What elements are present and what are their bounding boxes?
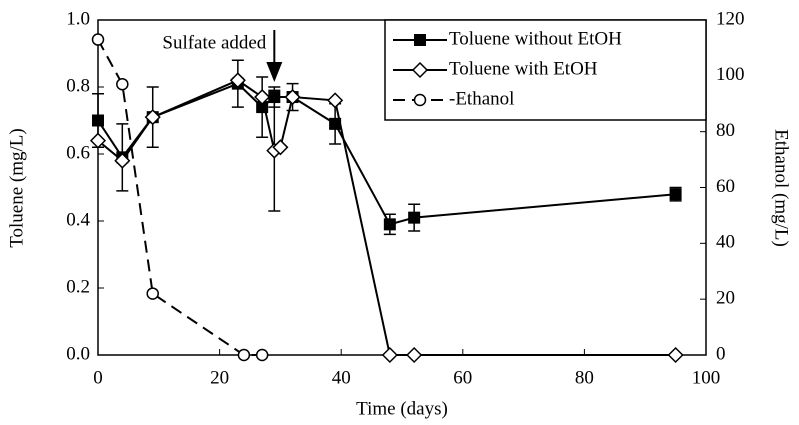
legend-label: Toluene with EtOH <box>449 58 598 79</box>
annotation-arrowhead <box>266 62 283 82</box>
marker-diamond <box>284 88 301 106</box>
x-tick-label: 0 <box>93 367 103 388</box>
x-tick-label: 100 <box>692 367 721 388</box>
marker-diamond <box>254 88 271 106</box>
x-axis-label: Time (days) <box>356 398 448 419</box>
y2-tick-label: 80 <box>716 120 735 141</box>
y2-tick-label: 60 <box>716 176 735 197</box>
y-tick-label: 0.8 <box>66 75 90 96</box>
marker-diamond <box>381 346 398 364</box>
marker-diamond <box>406 346 423 364</box>
marker-diamond <box>229 72 246 89</box>
marker-square <box>329 117 342 130</box>
annotation: Sulfate added <box>162 32 266 53</box>
marker-circle <box>91 33 105 46</box>
marker-diamond <box>272 139 289 156</box>
marker-diamond <box>144 109 161 126</box>
marker-square <box>669 188 682 201</box>
y-tick-label: 0.2 <box>66 276 90 297</box>
marker-diamond <box>411 61 429 79</box>
y-tick-label: 0.0 <box>66 343 90 364</box>
marker-square <box>414 34 426 46</box>
y2-tick-label: 120 <box>716 8 745 29</box>
marker-square <box>92 114 104 127</box>
legend-label: -Ethanol <box>449 88 514 109</box>
marker-diamond <box>114 152 131 169</box>
marker-diamond <box>89 132 107 149</box>
x-tick-label: 40 <box>332 367 351 388</box>
marker-square <box>408 211 421 224</box>
x-tick-label: 80 <box>575 367 594 388</box>
y2-axis-label: Ethanol (mg/L) <box>771 129 792 247</box>
marker-circle <box>237 348 251 362</box>
y2-tick-label: 0 <box>716 343 726 364</box>
marker-circle <box>146 287 159 300</box>
y-tick-label: 1.0 <box>66 8 90 29</box>
marker-diamond <box>327 92 344 109</box>
x-tick-label: 60 <box>453 367 472 388</box>
y-tick-label: 0.4 <box>66 209 90 230</box>
marker-circle <box>413 93 427 107</box>
y-tick-label: 0.6 <box>66 142 90 163</box>
y2-tick-label: 40 <box>716 232 735 253</box>
x-tick-label: 20 <box>210 367 229 388</box>
legend-label: Toluene without EtOH <box>449 28 622 49</box>
y2-tick-label: 20 <box>716 288 735 309</box>
marker-circle <box>255 348 269 362</box>
marker-square <box>383 218 396 231</box>
marker-circle <box>116 77 129 91</box>
marker-diamond <box>667 346 684 364</box>
y2-tick-label: 100 <box>716 64 745 85</box>
y-axis-label: Toluene (mg/L) <box>6 128 27 248</box>
